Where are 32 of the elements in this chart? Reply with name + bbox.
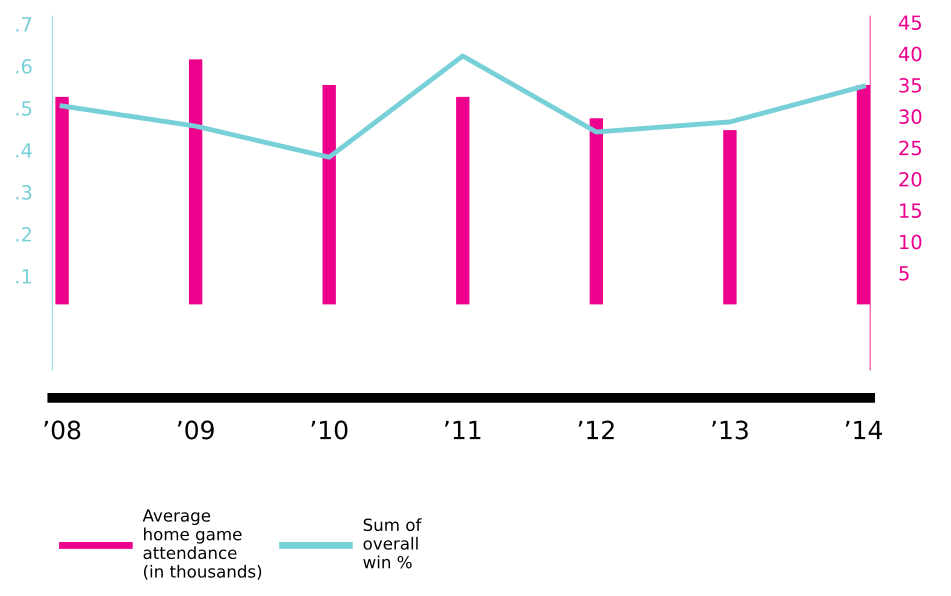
- x-tick-label: ’09: [178, 420, 214, 440]
- bar: [55, 96, 69, 304]
- y-tick-label: .7: [16, 17, 32, 32]
- x-tick-label: ’10: [311, 420, 348, 440]
- y-tick-label: .4: [16, 143, 32, 158]
- x-tick-label: ’12: [578, 420, 614, 440]
- y-tick-label: .5: [16, 101, 32, 116]
- y2-tick-label: 35: [899, 78, 921, 93]
- y-tick-label: .2: [16, 227, 31, 242]
- y-tick-label: .3: [16, 185, 32, 200]
- y-tick-label: .6: [16, 59, 32, 74]
- y2-tick-label: 45: [898, 16, 921, 30]
- x-tick-label: ’13: [712, 420, 748, 440]
- y2-tick-label: 5: [899, 266, 909, 281]
- y-tick-label: .1: [16, 269, 32, 284]
- y2-tick-label: 20: [899, 172, 922, 187]
- bar: [723, 130, 737, 304]
- legend-label: Sum of overall win %: [363, 518, 422, 568]
- line-series: [60, 54, 866, 160]
- y2-tick-label: 10: [900, 234, 922, 250]
- x-tick-label: ’11: [445, 420, 480, 440]
- bar: [322, 85, 336, 304]
- bar: [590, 118, 604, 304]
- bar: [456, 96, 470, 304]
- bar: [188, 59, 202, 304]
- y2-tick-label: 25: [899, 140, 921, 156]
- y2-tick-label: 40: [898, 46, 922, 62]
- legend-label: Average home game attendance (in thousands): [142, 509, 262, 580]
- y2-tick-label: 15: [900, 204, 921, 218]
- y2-tick-label: 30: [899, 109, 922, 124]
- x-tick-label: ’08: [44, 420, 80, 440]
- x-tick-label: ’14: [846, 420, 882, 440]
